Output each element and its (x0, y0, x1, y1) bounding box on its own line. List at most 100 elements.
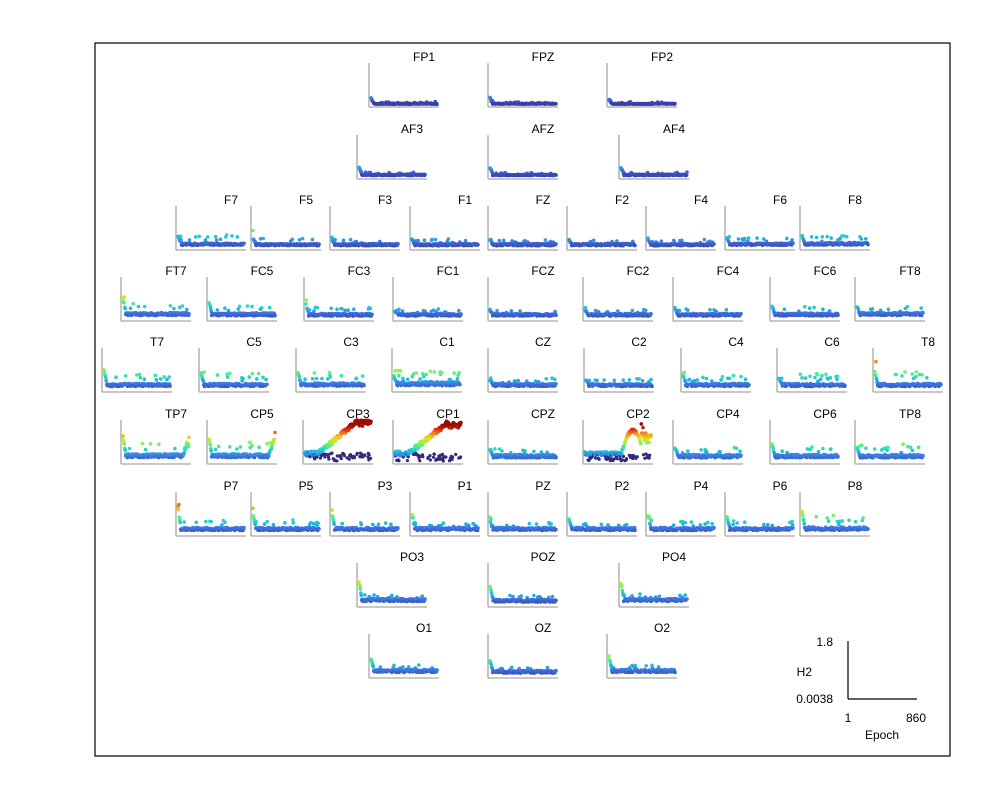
data-point (720, 375, 725, 379)
data-point (686, 308, 690, 313)
data-point (328, 375, 333, 379)
data-point (815, 372, 820, 377)
data-point (329, 306, 334, 311)
data-point (633, 243, 637, 248)
data-point (362, 383, 366, 388)
data-point (812, 305, 816, 310)
channel-f6: F6 (724, 193, 795, 251)
data-point (179, 238, 183, 242)
data-point (458, 382, 462, 387)
data-point (798, 372, 803, 377)
data-point (544, 377, 549, 381)
channel-fcz: FCZ (487, 264, 558, 322)
data-point (808, 374, 812, 379)
channel-label: FC3 (348, 264, 371, 278)
data-point (167, 375, 171, 379)
data-point (743, 377, 748, 382)
data-point (813, 375, 817, 380)
data-point (685, 170, 689, 174)
data-point (168, 304, 173, 308)
data-point (866, 242, 870, 247)
channel-fc4: FC4 (672, 264, 743, 322)
channel-fpz: FPZ (487, 50, 558, 108)
data-point (739, 311, 743, 316)
channel-label: FC4 (717, 264, 740, 278)
data-point (701, 375, 705, 380)
data-point (894, 372, 899, 377)
channel-label: F8 (848, 193, 862, 207)
data-point (452, 371, 457, 375)
data-point (187, 312, 191, 316)
data-point (803, 304, 807, 309)
data-point (501, 238, 506, 243)
data-point (791, 241, 795, 245)
data-point (203, 238, 208, 242)
data-point (213, 234, 218, 239)
channel-cz: CZ (487, 335, 558, 393)
data-point (368, 306, 373, 311)
data-point (315, 306, 320, 310)
data-point (843, 383, 847, 388)
channel-label: F7 (224, 193, 238, 207)
data-point (241, 377, 245, 381)
data-point (168, 384, 172, 388)
channel-label: FP1 (413, 50, 435, 64)
channel-fc1: FC1 (392, 264, 463, 322)
channel-label: FP2 (651, 50, 673, 64)
data-point (261, 375, 265, 380)
data-point (264, 377, 268, 382)
channel-fc6: FC6 (769, 264, 840, 322)
data-point (621, 378, 625, 383)
data-point (142, 304, 147, 309)
channel-label: CZ (535, 335, 551, 349)
data-point (187, 238, 192, 242)
channel-fc5: FC5 (206, 264, 277, 322)
channel-fp2: FP2 (606, 50, 677, 108)
data-point (304, 298, 309, 302)
data-point (122, 300, 126, 305)
data-point (864, 237, 868, 241)
channel-f8: F8 (799, 193, 870, 251)
data-point (259, 306, 264, 310)
channel-label: AFZ (532, 122, 555, 136)
data-point (422, 238, 427, 242)
data-point (755, 236, 759, 240)
channel-f7: F7 (175, 193, 246, 251)
data-point (704, 376, 709, 381)
data-point (340, 306, 344, 311)
channel-ft8: FT8 (854, 264, 925, 322)
data-point (224, 233, 229, 237)
data-point (518, 309, 522, 313)
data-point (267, 305, 272, 310)
channel-label: F5 (299, 193, 313, 207)
channel-label: C6 (824, 335, 840, 349)
data-point (593, 308, 598, 313)
data-point (649, 377, 653, 382)
channel-fz: FZ (487, 193, 558, 251)
data-point (602, 378, 606, 382)
data-point (137, 372, 142, 377)
data-point (256, 371, 261, 376)
data-point (225, 375, 230, 379)
data-point (719, 378, 723, 382)
channel-label: AF4 (663, 122, 685, 136)
channel-label: F2 (615, 193, 629, 207)
data-point (310, 376, 315, 381)
data-point (128, 306, 133, 311)
data-point (742, 236, 747, 241)
data-point (250, 371, 255, 376)
data-point (835, 374, 840, 379)
data-point (457, 308, 461, 313)
data-point (435, 102, 439, 106)
channel-fc3: FC3 (303, 264, 374, 322)
data-point (820, 235, 825, 239)
channel-fc2: FC2 (582, 264, 653, 322)
data-point (154, 378, 159, 382)
data-point (814, 235, 819, 240)
data-point (215, 373, 220, 377)
data-point (727, 235, 731, 239)
data-point (335, 307, 339, 312)
data-point (341, 238, 346, 242)
data-point (433, 237, 438, 242)
data-point (418, 377, 422, 381)
